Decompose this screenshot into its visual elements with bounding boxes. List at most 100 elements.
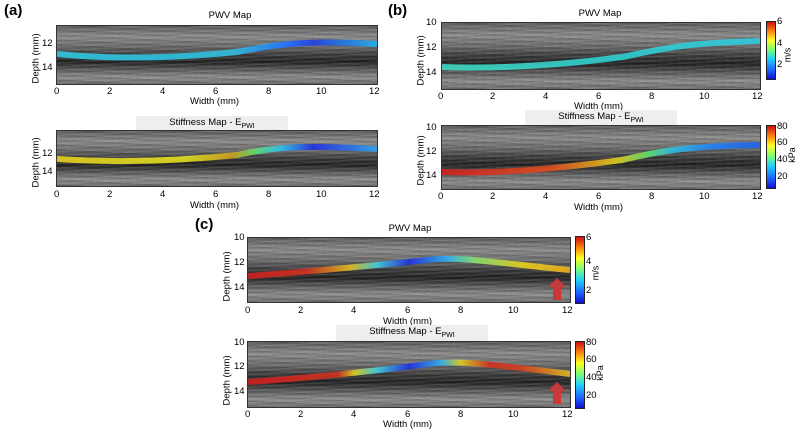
panel-b-pwv-image xyxy=(441,22,761,90)
panel-a-bottom-ytick: 12 xyxy=(42,148,53,159)
xtick: 6 xyxy=(213,189,219,200)
panel-c-top-xlabel: Width (mm) xyxy=(383,316,433,327)
panel-c-bottom-xlabel: Width (mm) xyxy=(383,419,433,430)
xtick: 0 xyxy=(438,191,444,202)
xtick: 10 xyxy=(508,305,519,316)
xtick: 10 xyxy=(699,191,710,202)
arrow-up-icon xyxy=(548,278,566,300)
xtick: 6 xyxy=(405,305,411,316)
panel-a-top-ytick: 14 xyxy=(42,62,53,73)
panel-b-label: (b) xyxy=(388,2,408,19)
cbar-tick: 2 xyxy=(586,285,592,296)
panel-c-top-ytick: 14 xyxy=(234,282,245,293)
panel-b-top-title: PWV Map xyxy=(578,8,622,19)
xtick: 2 xyxy=(490,91,496,102)
cbar-tick: 40 xyxy=(777,154,788,165)
title-main: Stiffness Map - E xyxy=(558,111,631,122)
xtick: 8 xyxy=(458,305,464,316)
cbar-tick: 4 xyxy=(586,256,592,267)
panel-b-bottom-colorbar xyxy=(766,125,776,189)
xtick: 8 xyxy=(458,409,464,420)
xtick: 4 xyxy=(543,191,549,202)
cbar-tick: 20 xyxy=(586,390,597,401)
xtick: 4 xyxy=(543,91,549,102)
xtick: 0 xyxy=(54,86,60,97)
panel-b-bottom-title: Stiffness Map - EPWI xyxy=(525,110,677,127)
xtick: 4 xyxy=(351,305,357,316)
panel-a-bottom-xlabel: Width (mm) xyxy=(190,200,240,211)
xtick: 12 xyxy=(752,191,763,202)
panel-b-top-ytick: 12 xyxy=(426,42,437,53)
panel-a-pwv-image xyxy=(56,25,378,85)
xtick: 8 xyxy=(266,86,272,97)
panel-a-top-title: PWV Map xyxy=(208,10,252,21)
cbar-tick: 40 xyxy=(586,372,597,383)
panel-b-bottom-xlabel: Width (mm) xyxy=(574,202,624,213)
panel-c-bottom-colorbar xyxy=(575,341,585,409)
panel-c-top-title: PWV Map xyxy=(388,223,432,234)
xtick: 2 xyxy=(298,305,304,316)
xtick: 10 xyxy=(699,91,710,102)
cbar-tick: 2 xyxy=(777,59,783,70)
xtick: 10 xyxy=(316,86,327,97)
xtick: 6 xyxy=(596,91,602,102)
panel-b-bottom-ylabel: Depth (mm) xyxy=(415,135,427,186)
xtick: 8 xyxy=(266,189,272,200)
panel-c-bottom-title: Stiffness Map - EPWI xyxy=(336,325,488,342)
panel-b-top-colorbar xyxy=(766,21,776,80)
xtick: 12 xyxy=(752,91,763,102)
xtick: 0 xyxy=(438,91,444,102)
panel-a-bottom-title: Stiffness Map - EPWI xyxy=(136,116,288,133)
xtick: 0 xyxy=(54,189,60,200)
panel-a-label: (a) xyxy=(4,2,23,19)
xtick: 6 xyxy=(405,409,411,420)
xtick: 2 xyxy=(490,191,496,202)
cbar-unit: m/s xyxy=(590,265,601,281)
cbar-tick: 80 xyxy=(777,121,788,132)
xtick: 4 xyxy=(351,409,357,420)
arrow-up-icon xyxy=(548,382,566,404)
xtick: 4 xyxy=(160,86,166,97)
xtick: 6 xyxy=(213,86,219,97)
panel-c-pwv-image xyxy=(247,237,571,303)
panel-c-top-colorbar xyxy=(575,236,585,304)
cbar-tick: 80 xyxy=(586,337,597,348)
panel-a-stiffness-image xyxy=(56,130,378,187)
title-sub: PWI xyxy=(630,116,644,124)
title-sub: PWI xyxy=(441,331,455,339)
panel-c-stiffness-image xyxy=(247,341,571,408)
panel-c-top-ytick: 10 xyxy=(234,232,245,243)
panel-b-top-ylabel: Depth (mm) xyxy=(415,35,427,86)
panel-c-top-ytick: 12 xyxy=(234,257,245,268)
cbar-unit: m/s xyxy=(782,47,793,63)
panel-b-bottom-ytick: 12 xyxy=(426,146,437,157)
panel-a-top-ytick: 12 xyxy=(42,38,53,49)
xtick: 0 xyxy=(245,409,251,420)
panel-c-bottom-ytick: 10 xyxy=(234,337,245,348)
panel-b-top-ytick: 10 xyxy=(426,17,437,28)
xtick: 12 xyxy=(562,409,573,420)
panel-c-bottom-ytick: 12 xyxy=(234,361,245,372)
title-sub: PWI xyxy=(241,122,255,130)
panel-a-bottom-ylabel: Depth (mm) xyxy=(30,137,42,188)
xtick: 12 xyxy=(562,305,573,316)
panel-a-top-xlabel: Width (mm) xyxy=(190,96,240,107)
cbar-tick: 6 xyxy=(777,16,783,27)
panel-b-bottom-ytick: 10 xyxy=(426,122,437,133)
xtick: 10 xyxy=(316,189,327,200)
xtick: 2 xyxy=(298,409,304,420)
xtick: 2 xyxy=(107,86,113,97)
panel-c-label: (c) xyxy=(195,216,214,233)
panel-a-bottom-ytick: 14 xyxy=(42,166,53,177)
panel-c-bottom-ylabel: Depth (mm) xyxy=(221,355,233,406)
title-main: Stiffness Map - E xyxy=(169,117,242,128)
cbar-tick: 60 xyxy=(777,137,788,148)
panel-b-stiffness-image xyxy=(441,125,761,190)
cbar-tick: 20 xyxy=(777,171,788,182)
xtick: 2 xyxy=(107,189,113,200)
xtick: 8 xyxy=(649,91,655,102)
xtick: 12 xyxy=(369,86,380,97)
cbar-unit: kPa xyxy=(594,365,605,381)
panel-b-top-ytick: 14 xyxy=(426,67,437,78)
xtick: 12 xyxy=(369,189,380,200)
